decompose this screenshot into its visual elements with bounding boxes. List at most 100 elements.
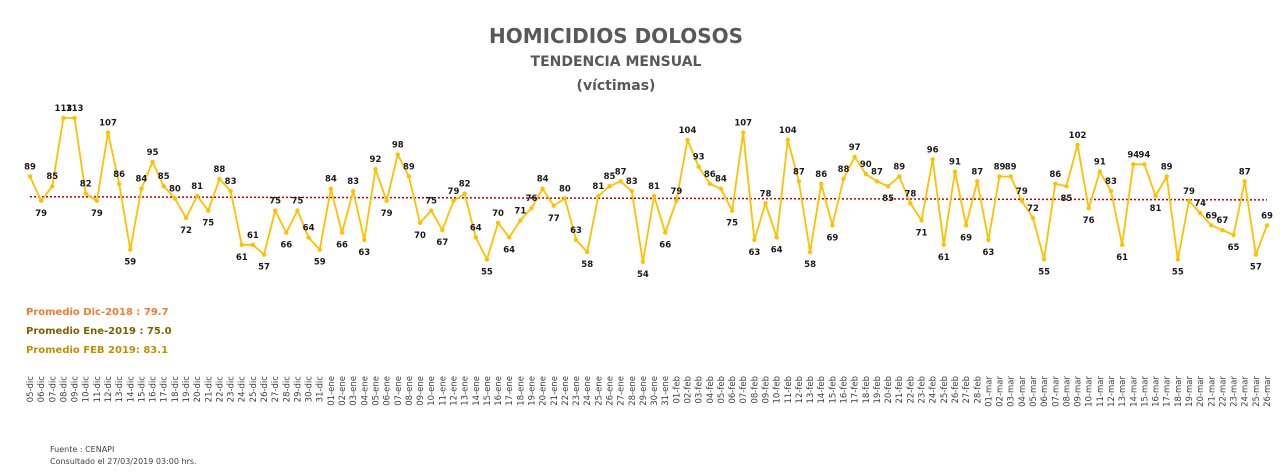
x-tick-label: 03-feb [695,376,705,404]
data-point [1186,198,1192,204]
x-tick-label: 30-dic [305,376,315,403]
x-tick-label: 09-dic [71,376,81,403]
data-label: 61 [1116,253,1128,263]
data-label: 71 [514,206,526,216]
data-point [819,181,824,187]
x-tick-label: 18-ene [516,376,526,406]
x-tick-label: 07-dic [48,376,58,403]
x-tick-label: 07-mar [1051,376,1061,407]
x-tick-label: 24-dic [238,376,248,403]
data-label: 79 [1183,187,1195,197]
data-point [919,218,924,223]
data-label: 89 [893,162,905,172]
x-tick-label: 20-mar [1196,376,1206,407]
data-point [150,159,155,165]
data-point [518,218,523,223]
data-point [83,191,88,196]
x-tick-label: 14-dic [126,376,136,403]
data-point [506,235,512,240]
data-label: 84 [715,175,727,185]
x-tick-label: 13-feb [806,376,816,404]
data-label: 69 [960,233,972,243]
x-tick-label: 19-feb [873,376,883,404]
data-label: 66 [336,241,348,251]
x-tick-label: 30-ene [650,376,660,406]
x-tick-label: 01-mar [984,376,994,407]
x-tick-label: 13-mar [1118,376,1128,407]
data-point [105,130,111,135]
x-tick-label: 12-mar [1107,376,1117,407]
x-tick-label: 22-mar [1218,376,1228,407]
x-tick-label: 04-mar [1018,376,1028,407]
data-point [585,249,590,255]
x-tick-label: 10-dic [82,376,92,403]
data-point [1242,179,1247,184]
data-label: 64 [303,223,315,233]
data-point [807,249,813,255]
data-label: 83 [626,177,638,187]
data-point [741,130,746,135]
x-tick-label: 06-ene [383,376,393,406]
data-point [350,188,356,194]
data-label: 82 [459,180,471,190]
x-tick-label: 02-feb [684,376,694,404]
data-point [362,237,367,243]
data-point [250,242,256,247]
data-point [930,157,935,162]
data-label: 87 [1239,167,1251,177]
data-label: 65 [1228,243,1240,253]
data-point [495,220,501,226]
data-label: 90 [860,160,872,170]
data-point [284,230,289,235]
data-label: 95 [147,148,159,158]
data-point [674,198,679,204]
data-point [194,193,200,199]
x-tick-label: 01-feb [672,376,682,404]
data-label: 67 [436,238,448,248]
data-label: 69 [826,233,838,243]
data-point [295,208,300,213]
data-label: 63 [982,248,994,258]
data-point [763,201,768,206]
data-point [462,191,467,196]
average-trend-line [29,195,1268,201]
data-label: 58 [581,260,593,270]
data-point [373,166,378,172]
x-tick-label: 25-ene [594,376,604,406]
x-tick-label: 28-ene [628,376,638,406]
chart-unit-label: (víctimas) [577,78,656,94]
x-tick-label: 14-ene [472,376,482,406]
data-point [997,174,1002,179]
data-point [1209,223,1214,228]
data-label: 86 [704,170,716,180]
data-label: 79 [381,209,393,219]
x-tick-label: 01-ene [327,376,337,406]
data-point [72,115,77,121]
x-tick-label: 25-feb [940,376,950,404]
x-tick-label: 28-dic [282,376,292,403]
data-label: 87 [871,167,883,177]
x-tick-label: 22-ene [561,376,571,406]
data-point [1175,257,1181,262]
x-tick-label: 23-dic [227,376,237,403]
data-point [841,176,846,182]
data-label: 57 [1250,263,1262,273]
data-label: 104 [679,126,697,136]
data-label: 81 [191,182,203,192]
data-point [752,237,757,243]
x-tick-label: 26-mar [1263,376,1273,407]
data-label: 84 [136,175,148,185]
x-tick-label: 31-dic [316,376,326,403]
average-ene-2019: Promedio Ene-2019 : 75.0 [26,326,172,337]
data-point [629,188,634,194]
data-point [1097,169,1103,174]
data-point [1231,232,1236,238]
data-point [573,237,579,243]
x-tick-label: 21-dic [204,376,214,403]
data-label: 75 [269,197,281,207]
data-label: 89 [1161,162,1173,172]
data-label: 66 [280,241,292,251]
data-point [172,196,178,201]
data-label: 86 [113,170,125,180]
